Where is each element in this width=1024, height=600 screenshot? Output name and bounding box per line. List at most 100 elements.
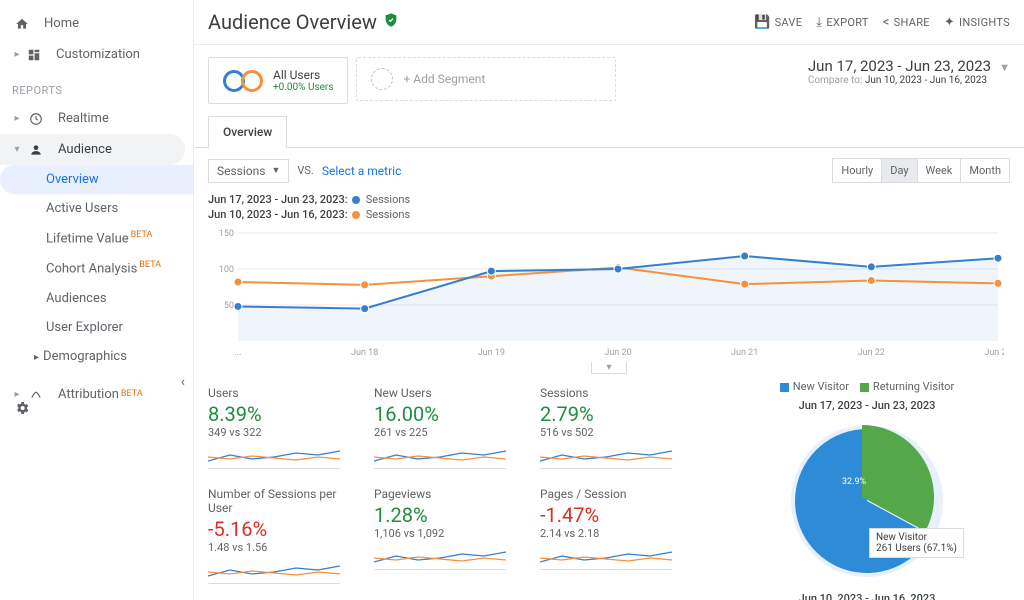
home-icon: [12, 17, 32, 31]
nav-label: Attribution: [58, 387, 119, 402]
chevron-down-icon: ▼: [271, 165, 280, 176]
export-icon: ⤓: [816, 15, 822, 30]
sidebar-item-cohort-analysis[interactable]: Cohort AnalysisBETA: [46, 253, 193, 283]
tab-overview[interactable]: Overview: [208, 116, 287, 148]
metric-value: 16.00%: [374, 402, 524, 426]
svg-text:32.9%: 32.9%: [842, 477, 867, 487]
metric-select[interactable]: Sessions▼: [208, 159, 289, 183]
pie-title-1: Jun 17, 2023 - Jun 23, 2023: [732, 399, 1002, 412]
segment-all-users[interactable]: All Users +0.00% Users: [208, 57, 348, 104]
metric-name: Sessions: [540, 386, 690, 400]
sparkline: [208, 558, 340, 584]
metric-name: Number of Sessions per User: [208, 487, 358, 515]
period-month[interactable]: Month: [961, 159, 1009, 182]
nav-home[interactable]: Home: [0, 8, 193, 39]
pie-legend: New Visitor Returning Visitor: [732, 380, 1002, 393]
sparkline: [540, 443, 672, 469]
legend-line-2: Jun 10, 2023 - Jun 16, 2023:Sessions: [208, 208, 1010, 221]
svg-text:Jun 23: Jun 23: [984, 348, 1004, 358]
chevron-down-icon: ▼: [999, 57, 1010, 74]
settings-icon[interactable]: [14, 400, 30, 420]
sidebar-item-lifetime-value[interactable]: Lifetime ValueBETA: [46, 223, 193, 253]
sparkline: [208, 443, 340, 469]
metric-users[interactable]: Users8.39%349 vs 322: [208, 386, 358, 473]
period-week[interactable]: Week: [918, 159, 962, 182]
main-content: Audience Overview 💾SAVE ⤓EXPORT <SHARE ✦…: [194, 0, 1024, 600]
nav-realtime[interactable]: ▸ Realtime: [0, 103, 193, 134]
collapse-sidebar-icon[interactable]: ‹: [181, 374, 185, 390]
svg-text:Jun 19: Jun 19: [478, 348, 505, 358]
select-metric-link[interactable]: Select a metric: [322, 164, 402, 178]
period-hourly[interactable]: Hourly: [833, 159, 882, 182]
date-range-picker[interactable]: Jun 17, 2023 - Jun 23, 2023 Compare to: …: [808, 57, 991, 86]
verified-icon: [383, 12, 399, 32]
metric-pages-session[interactable]: Pages / Session-1.47%2.14 vs 2.18: [540, 487, 690, 588]
page-title: Audience Overview: [208, 10, 377, 34]
sidebar: Home ▸ Customization REPORTS ▸ Realtime …: [0, 0, 194, 600]
pie-title-2: Jun 10, 2023 - Jun 16, 2023: [732, 592, 1002, 600]
metric-name: Pageviews: [374, 487, 524, 501]
metric-name: New Users: [374, 386, 524, 400]
chart-legend: Jun 17, 2023 - Jun 23, 2023:Sessions Jun…: [194, 189, 1024, 227]
export-button[interactable]: ⤓EXPORT: [816, 15, 868, 30]
chart-toggle[interactable]: ▾: [194, 359, 1024, 374]
metric-name: Pages / Session: [540, 487, 690, 501]
segment-rings-icon: [223, 70, 263, 92]
metric-pageviews[interactable]: Pageviews 1.28%1,106 vs 1,092: [374, 487, 524, 588]
sidebar-item-active-users[interactable]: Active Users: [46, 194, 193, 223]
tabbar: Overview: [194, 116, 1024, 148]
insights-button[interactable]: ✦INSIGHTS: [944, 15, 1010, 30]
metric-value: 1.28%: [374, 503, 524, 527]
sidebar-item-demographics[interactable]: ▸Demographics: [46, 342, 193, 371]
chevron-right-icon: ▸: [12, 113, 22, 124]
metrics-row: Users8.39%349 vs 322 New Users 16.00%261 v…: [194, 374, 1024, 600]
sidebar-item-user-explorer[interactable]: User Explorer: [46, 313, 193, 342]
dashboard-icon: [24, 48, 44, 62]
chart-controls: Sessions▼ VS. Select a metric HourlyDayW…: [194, 148, 1024, 189]
date-range-main: Jun 17, 2023 - Jun 23, 2023: [808, 57, 991, 75]
legend-line-1: Jun 17, 2023 - Jun 23, 2023:Sessions: [208, 193, 1010, 206]
svg-text:Jun 18: Jun 18: [351, 348, 378, 358]
sparkline: [374, 544, 506, 570]
metric-new-users[interactable]: New Users 16.00%261 vs 225: [374, 386, 524, 473]
audience-subnav: OverviewActive UsersLifetime ValueBETACo…: [0, 165, 193, 371]
nav-label: Realtime: [58, 111, 109, 126]
beta-badge: BETA: [121, 389, 143, 399]
nav-audience[interactable]: ▾ Audience: [0, 134, 185, 165]
metric-sub: 349 vs 322: [208, 426, 358, 439]
main-chart: 50100150...Jun 18Jun 19Jun 20Jun 21Jun 2…: [208, 229, 1004, 359]
svg-text:...: ...: [234, 348, 241, 358]
metric-sessions[interactable]: Sessions 2.79%516 vs 502: [540, 386, 690, 473]
save-button[interactable]: 💾SAVE: [754, 15, 802, 30]
segment-subtitle: +0.00% Users: [273, 82, 333, 93]
chevron-right-icon: ▸: [12, 49, 22, 60]
nav-label: Home: [44, 16, 79, 31]
nav-label: Audience: [58, 142, 112, 157]
metric-value: 2.79%: [540, 402, 690, 426]
add-circle-icon: [371, 68, 393, 90]
metric-sub: 1.48 vs 1.56: [208, 541, 358, 554]
metric-value: -1.47%: [540, 503, 690, 527]
svg-text:50: 50: [224, 301, 234, 311]
nav-customization[interactable]: ▸ Customization: [0, 39, 193, 70]
metric-sub: 516 vs 502: [540, 426, 690, 439]
reports-header: REPORTS: [0, 70, 193, 103]
sidebar-item-overview[interactable]: Overview: [0, 165, 193, 194]
segment-row: All Users +0.00% Users + Add Segment Jun…: [194, 45, 1024, 116]
metric-name: Users: [208, 386, 358, 400]
svg-text:Jun 21: Jun 21: [731, 348, 758, 358]
pie-section: New Visitor Returning Visitor Jun 17, 20…: [732, 380, 1002, 600]
metric-sub: 261 vs 225: [374, 426, 524, 439]
insights-icon: ✦: [944, 15, 955, 30]
metric-sub: 1,106 vs 1,092: [374, 527, 524, 540]
sidebar-item-audiences[interactable]: Audiences: [46, 284, 193, 313]
period-switch: HourlyDayWeekMonth: [832, 158, 1010, 183]
person-icon: [26, 143, 46, 157]
sparkline: [374, 443, 506, 469]
metric-number-of-sessions-per-user[interactable]: Number of Sessions per User-5.16%1.48 vs…: [208, 487, 358, 588]
share-button[interactable]: <SHARE: [883, 15, 930, 30]
period-day[interactable]: Day: [882, 159, 917, 182]
pie-tooltip: New Visitor261 Users (67.1%): [869, 528, 964, 558]
add-segment-button[interactable]: + Add Segment: [356, 57, 616, 101]
metric-value: -5.16%: [208, 517, 358, 541]
